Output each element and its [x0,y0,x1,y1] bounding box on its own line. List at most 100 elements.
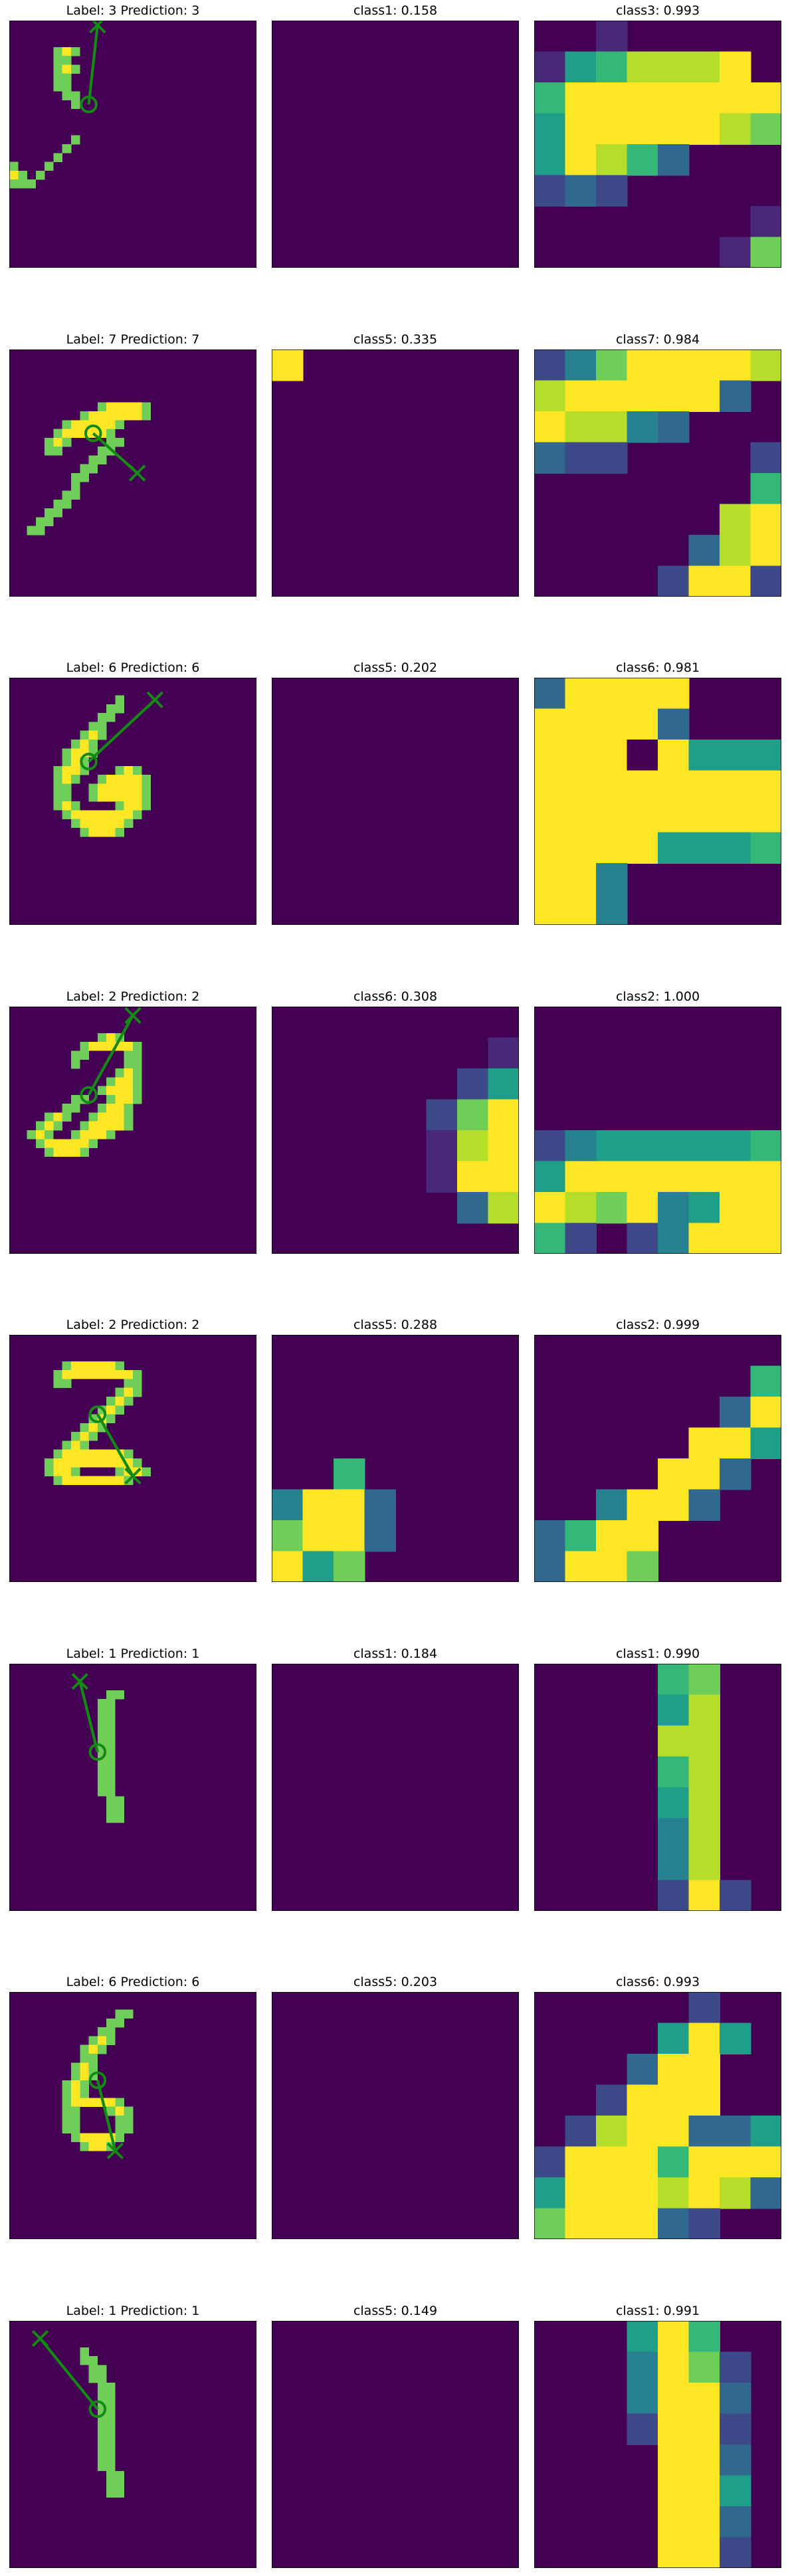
digit-pixel [80,1476,89,1486]
digit-pixel [71,1059,80,1069]
digit-pixel [115,1805,124,1815]
digit-pixel [97,2133,107,2143]
digit-pixel [133,1068,142,1078]
digit-pixel [88,2062,98,2072]
heatmap-cell [627,82,658,114]
digit-pixel [88,1449,98,1459]
heatmap-cell [688,2537,720,2568]
heatmap-background [272,1664,519,1911]
heatmap-cell [457,1192,489,1224]
heatmap-cell [534,832,566,864]
heatmap-cell [658,1664,690,1696]
heatmap-cell [720,2537,751,2568]
heatmap-cell [627,2177,658,2209]
heatmap-svg [9,678,256,925]
digit-pixel [88,783,98,793]
heatmap-cell [658,2084,690,2116]
digit-pixel [62,2106,72,2116]
heatmap-cell [534,1223,566,1254]
heatmap-cell [627,2208,658,2239]
digit-pixel [106,1397,116,1406]
digit-pixel [106,437,116,447]
digit-pixel [115,420,124,429]
digit-pixel [88,2036,98,2045]
digit-pixel [97,402,107,412]
heatmap-cell [534,2146,566,2178]
panel-title: Label: 2 Prediction: 2 [66,1318,200,1332]
digit-pixel [106,2036,116,2045]
heatmap-cell [658,380,690,412]
digit-pixel [97,827,107,837]
heatmap-cell [488,1099,519,1131]
heatmap-cell [750,2116,781,2147]
heatmap-cell [565,144,597,176]
heatmap-background [272,21,519,268]
heatmap-cell [750,2177,781,2209]
digit-pixel [133,1059,142,1069]
endpoint-x-marker [106,2142,124,2159]
digit-pixel [106,827,116,837]
digit-pixel [97,1761,107,1770]
heatmap-cell [334,1520,365,1552]
digit-pixel [88,1432,98,1441]
heatmap-cell [596,2146,628,2178]
digit-pixel [71,2098,80,2107]
heatmap-cell [720,1192,751,1224]
heatmap-cell [658,2506,690,2538]
digit-pixel [71,473,80,482]
heatmap-cell [658,51,690,83]
digit-pixel [62,1476,72,1486]
digit-pixel [106,1104,116,1113]
digit-pixel [124,1121,134,1131]
heatmap-cell [720,2116,751,2147]
heatmap-cell [688,1192,720,1224]
digit-pixel [80,2089,89,2098]
heatmap-cell [534,863,566,895]
panel-title: class1: 0.990 [615,1646,700,1661]
digit-pixel [80,827,89,837]
digit-pixel [71,482,80,491]
digit-pixel [124,1112,134,1122]
heatmap-cell [627,1551,658,1582]
heatmap-cell [565,1520,597,1552]
heatmap-cell [720,2383,751,2415]
digit-pixel [62,1458,72,1468]
digit-pixel [106,1033,116,1042]
digit-pixel [142,783,151,793]
digit-pixel [115,1068,124,1078]
digit-pixel [53,508,62,518]
heatmap-cell [720,1397,751,1429]
digit-pixel [53,64,62,74]
panel-title: class3: 0.993 [615,3,700,18]
heatmap-cell [534,1192,566,1224]
digit-pixel [53,801,62,811]
digit-pixel [106,1086,116,1096]
heatmap-background [9,21,256,268]
digit-pixel [35,170,45,180]
heatmap-cell [272,1489,304,1521]
heatmap-cell [720,380,751,412]
heatmap-cell [688,1756,720,1788]
digit-pixel [62,1440,72,1450]
heatmap-cell [627,380,658,412]
digit-pixel [80,2356,89,2365]
digit-pixel [106,2488,116,2498]
heatmap-cell [688,1161,720,1193]
digit-pixel [35,1121,45,1131]
digit-pixel [124,1059,134,1069]
heatmap-cell [596,708,628,740]
heatmap-cell [720,2146,751,2178]
heatmap-cell [627,2383,658,2415]
digit-pixel [115,2098,124,2107]
heatmap-svg [534,678,781,925]
digit-pixel [133,783,142,793]
digit-pixel [80,411,89,421]
digit-pixel [115,1690,124,1700]
direction-line [87,1015,134,1096]
heatmap-cell [658,1787,690,1819]
panel-title: class1: 0.158 [353,3,438,18]
digit-pixel [115,1370,124,1379]
digit-pixel [88,2356,98,2365]
digit-pixel [106,2400,116,2410]
digit-pixel [106,1734,116,1743]
